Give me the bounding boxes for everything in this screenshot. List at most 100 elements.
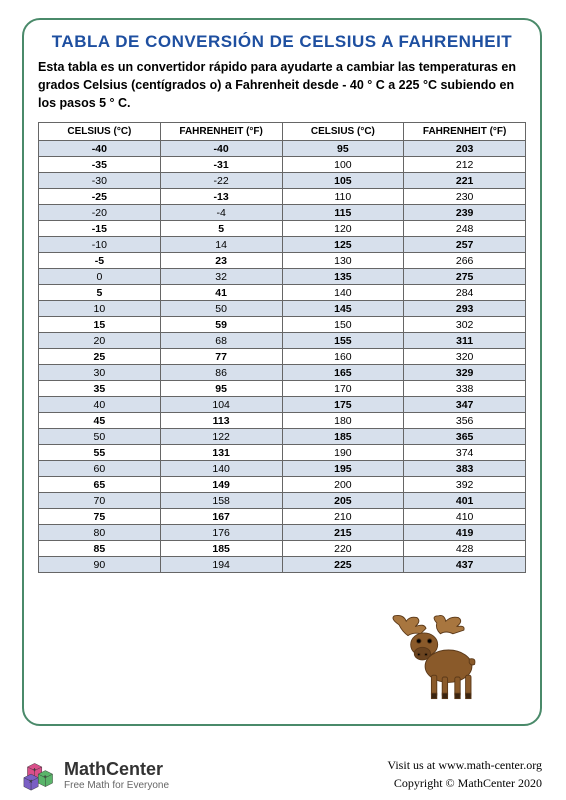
- table-cell: 225: [282, 557, 404, 573]
- table-cell: 15: [39, 317, 161, 333]
- table-cell: 80: [39, 525, 161, 541]
- col-header-fahrenheit: FAHRENHEIT (°F): [160, 123, 282, 141]
- table-cell: 70: [39, 493, 161, 509]
- table-row: 2577160320: [39, 349, 526, 365]
- table-cell: 203: [404, 141, 526, 157]
- table-cell: 329: [404, 365, 526, 381]
- table-cell: -35: [39, 157, 161, 173]
- table-cell: 60: [39, 461, 161, 477]
- table-cell: 32: [160, 269, 282, 285]
- table-cell: 110: [282, 189, 404, 205]
- table-cell: 221: [404, 173, 526, 189]
- table-cell: 65: [39, 477, 161, 493]
- table-cell: 248: [404, 221, 526, 237]
- table-cell: 104: [160, 397, 282, 413]
- table-cell: 5: [160, 221, 282, 237]
- copyright-text: Copyright © MathCenter 2020: [387, 774, 542, 792]
- table-cell: 190: [282, 445, 404, 461]
- table-row: 2068155311: [39, 333, 526, 349]
- svg-text:÷: ÷: [44, 775, 47, 781]
- table-row: 3086165329: [39, 365, 526, 381]
- table-cell: 95: [160, 381, 282, 397]
- svg-text:+: +: [33, 767, 36, 773]
- table-cell: 212: [404, 157, 526, 173]
- table-cell: -10: [39, 237, 161, 253]
- table-cell: 170: [282, 381, 404, 397]
- brand-text: MathCenter Free Math for Everyone: [64, 759, 169, 791]
- table-cell: 401: [404, 493, 526, 509]
- table-cell: 175: [282, 397, 404, 413]
- description: Esta tabla es un convertidor rápido para…: [38, 58, 526, 112]
- table-cell: 86: [160, 365, 282, 381]
- table-row: -35-31100212: [39, 157, 526, 173]
- table-row: -30-22105221: [39, 173, 526, 189]
- table-cell: 284: [404, 285, 526, 301]
- logo-icon: + ÷ ×: [22, 758, 58, 792]
- table-cell: 95: [282, 141, 404, 157]
- moose-icon: [380, 614, 490, 704]
- table-row: 1050145293: [39, 301, 526, 317]
- table-cell: -15: [39, 221, 161, 237]
- table-cell: 90: [39, 557, 161, 573]
- table-row: 75167210410: [39, 509, 526, 525]
- table-cell: 45: [39, 413, 161, 429]
- table-cell: 25: [39, 349, 161, 365]
- table-cell: -20: [39, 205, 161, 221]
- table-row: 1559150302: [39, 317, 526, 333]
- table-cell: 210: [282, 509, 404, 525]
- table-row: 40104175347: [39, 397, 526, 413]
- table-cell: 145: [282, 301, 404, 317]
- table-row: -20-4115239: [39, 205, 526, 221]
- table-cell: 320: [404, 349, 526, 365]
- table-cell: 35: [39, 381, 161, 397]
- table-row: 60140195383: [39, 461, 526, 477]
- table-cell: 302: [404, 317, 526, 333]
- table-cell: 130: [282, 253, 404, 269]
- table-cell: 158: [160, 493, 282, 509]
- table-cell: 419: [404, 525, 526, 541]
- table-cell: 257: [404, 237, 526, 253]
- table-cell: 410: [404, 509, 526, 525]
- table-cell: 215: [282, 525, 404, 541]
- table-cell: 185: [160, 541, 282, 557]
- table-cell: -4: [160, 205, 282, 221]
- table-cell: 140: [282, 285, 404, 301]
- table-cell: -40: [39, 141, 161, 157]
- table-cell: -25: [39, 189, 161, 205]
- table-cell: 347: [404, 397, 526, 413]
- table-cell: 105: [282, 173, 404, 189]
- brand-name: MathCenter: [64, 759, 169, 780]
- table-cell: 176: [160, 525, 282, 541]
- table-cell: 125: [282, 237, 404, 253]
- table-row: -1014125257: [39, 237, 526, 253]
- table-cell: 10: [39, 301, 161, 317]
- worksheet-frame: TABLA DE CONVERSIÓN DE CELSIUS A FAHRENH…: [22, 18, 542, 726]
- table-cell: -22: [160, 173, 282, 189]
- table-cell: 266: [404, 253, 526, 269]
- table-cell: 356: [404, 413, 526, 429]
- table-row: -523130266: [39, 253, 526, 269]
- table-row: 3595170338: [39, 381, 526, 397]
- table-row: 55131190374: [39, 445, 526, 461]
- table-cell: 437: [404, 557, 526, 573]
- table-header-row: CELSIUS (°C) FAHRENHEIT (°F) CELSIUS (°C…: [39, 123, 526, 141]
- table-cell: 220: [282, 541, 404, 557]
- table-cell: 165: [282, 365, 404, 381]
- table-cell: 122: [160, 429, 282, 445]
- table-cell: 23: [160, 253, 282, 269]
- table-cell: 365: [404, 429, 526, 445]
- table-cell: 311: [404, 333, 526, 349]
- table-cell: 40: [39, 397, 161, 413]
- table-cell: 160: [282, 349, 404, 365]
- table-row: 45113180356: [39, 413, 526, 429]
- visit-text: Visit us at www.math-center.org: [387, 756, 542, 774]
- table-cell: 75: [39, 509, 161, 525]
- table-cell: -5: [39, 253, 161, 269]
- table-cell: 185: [282, 429, 404, 445]
- table-cell: 230: [404, 189, 526, 205]
- table-cell: 14: [160, 237, 282, 253]
- table-cell: 100: [282, 157, 404, 173]
- table-cell: 194: [160, 557, 282, 573]
- table-cell: 180: [282, 413, 404, 429]
- table-cell: 149: [160, 477, 282, 493]
